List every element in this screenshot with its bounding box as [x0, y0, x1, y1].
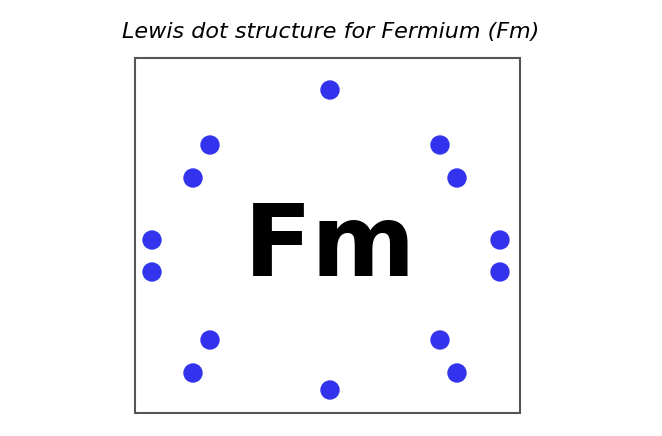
Circle shape [143, 231, 161, 249]
Circle shape [431, 136, 449, 154]
Circle shape [201, 136, 219, 154]
Text: Fm: Fm [244, 200, 416, 296]
Text: Lewis dot structure for Fermium (Fm): Lewis dot structure for Fermium (Fm) [122, 22, 540, 42]
Circle shape [321, 81, 339, 99]
Circle shape [143, 263, 161, 281]
Circle shape [321, 381, 339, 399]
Circle shape [491, 263, 509, 281]
Circle shape [184, 169, 202, 187]
Circle shape [431, 331, 449, 349]
Circle shape [201, 331, 219, 349]
Circle shape [448, 364, 466, 382]
Circle shape [491, 231, 509, 249]
Circle shape [448, 169, 466, 187]
Circle shape [184, 364, 202, 382]
Bar [135, 58, 520, 413]
